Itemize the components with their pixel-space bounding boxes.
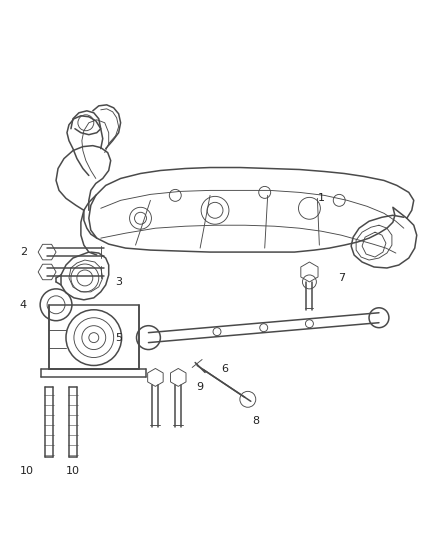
Text: 3: 3 — [115, 277, 122, 287]
Text: 4: 4 — [20, 300, 27, 310]
Text: 2: 2 — [20, 247, 27, 257]
Text: 10: 10 — [20, 466, 34, 476]
Text: 9: 9 — [197, 382, 204, 392]
Text: 6: 6 — [222, 365, 229, 375]
Text: 8: 8 — [252, 416, 259, 426]
Text: 10: 10 — [66, 466, 80, 476]
Text: 5: 5 — [115, 333, 122, 343]
Text: 1: 1 — [318, 193, 325, 204]
Text: 7: 7 — [338, 273, 345, 283]
